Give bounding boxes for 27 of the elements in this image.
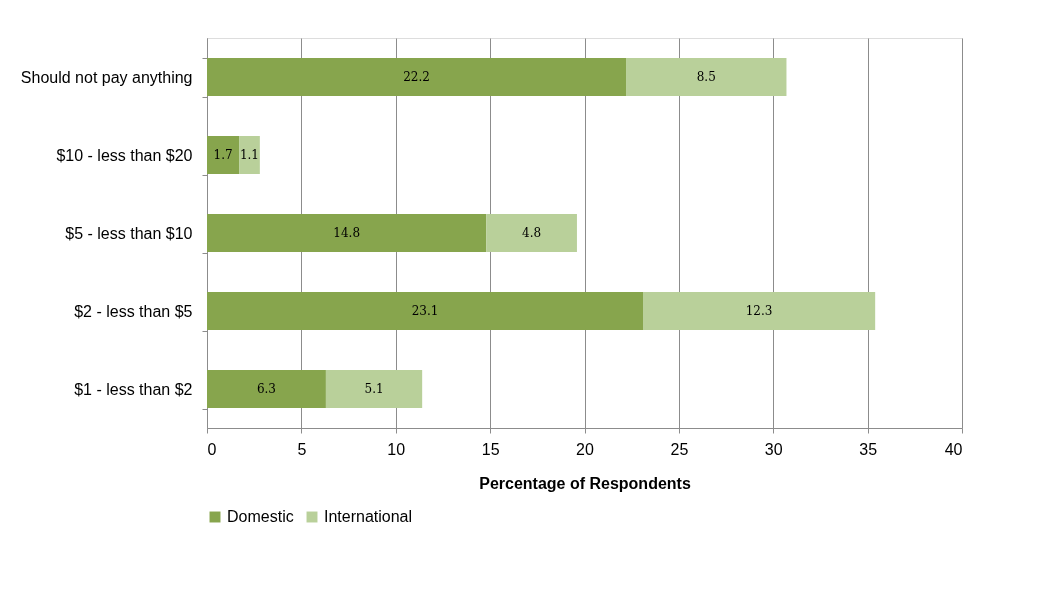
x-tick-label: 0 — [207, 440, 217, 458]
legend-label: International — [324, 508, 413, 525]
data-label: 6.3 — [256, 382, 276, 396]
data-label: 8.5 — [696, 70, 716, 84]
data-label: 1.7 — [213, 148, 233, 162]
x-tick-label: 25 — [670, 440, 689, 458]
data-label: 12.3 — [745, 304, 773, 318]
x-axis-title: Percentage of Respondents — [479, 474, 691, 492]
data-label: 14.8 — [333, 226, 361, 240]
y-tick-label: Should not pay anything — [20, 68, 193, 86]
data-label: 23.1 — [411, 304, 439, 318]
data-label: 4.8 — [522, 226, 542, 240]
x-tick-label: 5 — [297, 440, 307, 458]
data-label: 22.2 — [403, 70, 430, 84]
x-tick-label: 20 — [576, 440, 594, 458]
y-tick-label: $5 - less than $10 — [65, 224, 193, 242]
data-label: 5.1 — [364, 382, 384, 396]
x-tick-label: 10 — [387, 440, 406, 458]
y-tick-label: $1 - less than $2 — [74, 380, 193, 398]
x-tick-label: 30 — [764, 440, 783, 458]
data-label: 1.1 — [239, 148, 260, 162]
x-tick-label: 15 — [481, 440, 500, 458]
legend-label: Domestic — [227, 508, 294, 525]
y-tick-label: $2 - less than $5 — [74, 302, 193, 320]
x-tick-label: 40 — [944, 440, 963, 458]
y-tick-label: $10 - less than $20 — [56, 146, 193, 164]
x-tick-label: 35 — [859, 440, 878, 458]
